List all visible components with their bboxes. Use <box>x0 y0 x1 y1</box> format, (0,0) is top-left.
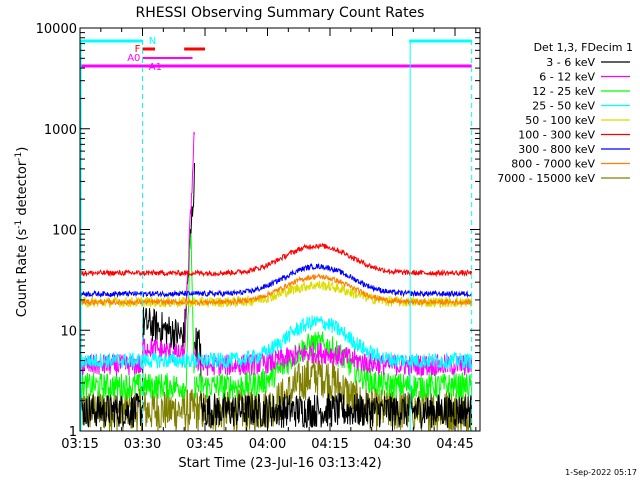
y-tick-label: 1 <box>69 425 77 440</box>
series-line-5-seg0 <box>79 268 143 278</box>
x-tick-label: 03:30 <box>124 437 161 452</box>
legend-label-3: 25 - 50 keV <box>532 100 595 113</box>
x-tick-label: 04:30 <box>374 437 411 452</box>
y-tick-label: 10000 <box>36 22 77 37</box>
series-line-6-seg1 <box>142 289 195 298</box>
y-tick-label: 100 <box>52 224 77 239</box>
legend-label-6: 300 - 800 keV <box>518 143 595 156</box>
flag-label-f: F <box>135 44 141 55</box>
flag-label-n: N <box>149 36 156 47</box>
series-line-6-seg2 <box>194 262 473 299</box>
series-line-7-seg0 <box>79 298 143 307</box>
series-line-2-seg2 <box>194 331 473 400</box>
y-axis-ticks: 1 10 100 1000 10000 <box>36 22 480 440</box>
flag-label-a1: A1 <box>149 62 162 73</box>
series-lines <box>79 131 473 432</box>
series-line-0-seg0 <box>79 393 143 428</box>
x-tick-label: 04:00 <box>249 437 286 452</box>
series-line-7-seg1 <box>142 298 195 306</box>
series-line-2-seg0 <box>79 372 143 400</box>
data-gap-lines <box>80 40 473 431</box>
y-axis-label: Count Rate (s-1 detector-1) <box>14 147 30 318</box>
x-axis-ticks: 03:15 03:30 03:45 04:00 04:15 04:30 04:45 <box>61 28 477 452</box>
series-line-6-seg0 <box>79 289 143 299</box>
series-line-3-seg0 <box>79 352 143 369</box>
chart-title: RHESSI Observing Summary Count Rates <box>136 5 425 21</box>
legend-label-0: 3 - 6 keV <box>546 56 595 69</box>
legend-label-8: 7000 - 15000 keV <box>497 172 595 185</box>
series-line-5-seg2 <box>194 242 473 278</box>
footer-timestamp: 1-Sep-2022 05:17 <box>565 468 637 477</box>
series-line-2-seg1 <box>142 233 195 399</box>
legend-label-7: 800 - 7000 keV <box>511 158 595 171</box>
series-line-3-seg2 <box>194 315 473 371</box>
legend-title: Det 1,3, FDecim 1 <box>534 41 633 54</box>
x-axis-label: Start Time (23-Jul-16 03:13:42) <box>178 456 381 471</box>
series-line-3-seg1 <box>142 351 195 369</box>
legend-label-4: 50 - 100 keV <box>525 114 595 127</box>
y-tick-label: 1000 <box>44 123 77 138</box>
series-line-7-seg2 <box>194 273 473 307</box>
series-line-4-seg0 <box>79 295 143 309</box>
legend-label-5: 100 - 300 keV <box>518 129 595 142</box>
legend-label-2: 12 - 25 keV <box>532 85 595 98</box>
legend-label-1: 6 - 12 keV <box>539 71 595 84</box>
x-tick-label: 03:15 <box>61 437 98 452</box>
x-tick-label: 03:45 <box>186 437 223 452</box>
x-tick-label: 04:45 <box>436 437 473 452</box>
y-tick-label: 10 <box>60 324 77 339</box>
series-line-5-seg1 <box>142 269 195 277</box>
series-line-8-seg1 <box>142 388 195 432</box>
series-line-0-seg2 <box>194 327 473 429</box>
series-line-8-seg2 <box>194 354 473 432</box>
x-tick-label: 04:15 <box>311 437 348 452</box>
flag-label-a0: A0 <box>127 53 140 64</box>
series-line-1-seg1 <box>142 131 195 368</box>
